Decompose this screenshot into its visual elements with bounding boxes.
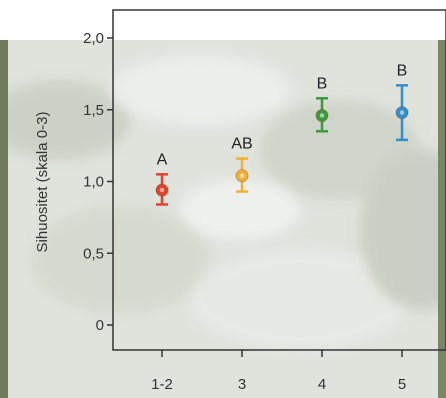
plot-frame	[112, 9, 446, 351]
data-point-highlight	[239, 173, 245, 178]
significance-letter: AB	[231, 136, 252, 153]
y-tick-label: 1,0	[83, 174, 104, 191]
y-tick-label: 0,5	[83, 245, 104, 262]
x-tick-label: 3	[238, 376, 246, 393]
data-marks: A AB B B	[155, 62, 409, 206]
x-tick-label: 4	[318, 376, 326, 393]
data-point-highlight	[399, 110, 405, 115]
data-point-highlight	[319, 113, 325, 118]
significance-letter: B	[317, 75, 328, 92]
data-point-group: B	[395, 62, 409, 142]
significance-letter: B	[397, 62, 408, 79]
y-tick-label: 2,0	[83, 30, 104, 47]
y-tick-label: 0	[96, 317, 104, 334]
significance-letter: A	[157, 151, 168, 168]
data-point-group: A	[155, 151, 169, 206]
data-point-group: B	[315, 75, 329, 133]
x-tick-label: 5	[398, 376, 406, 393]
y-tick-label: 1,5	[83, 102, 104, 119]
y-axis: 0 0,5 1,0 1,5 2,0	[83, 30, 113, 334]
x-tick-label: 1-2	[151, 376, 173, 393]
x-axis: 1-2 3 4 5	[151, 350, 406, 393]
data-point-highlight	[159, 187, 165, 193]
y-axis-label: Sihuositet (skala 0-3)	[34, 112, 51, 253]
data-point-group: AB	[231, 136, 253, 193]
